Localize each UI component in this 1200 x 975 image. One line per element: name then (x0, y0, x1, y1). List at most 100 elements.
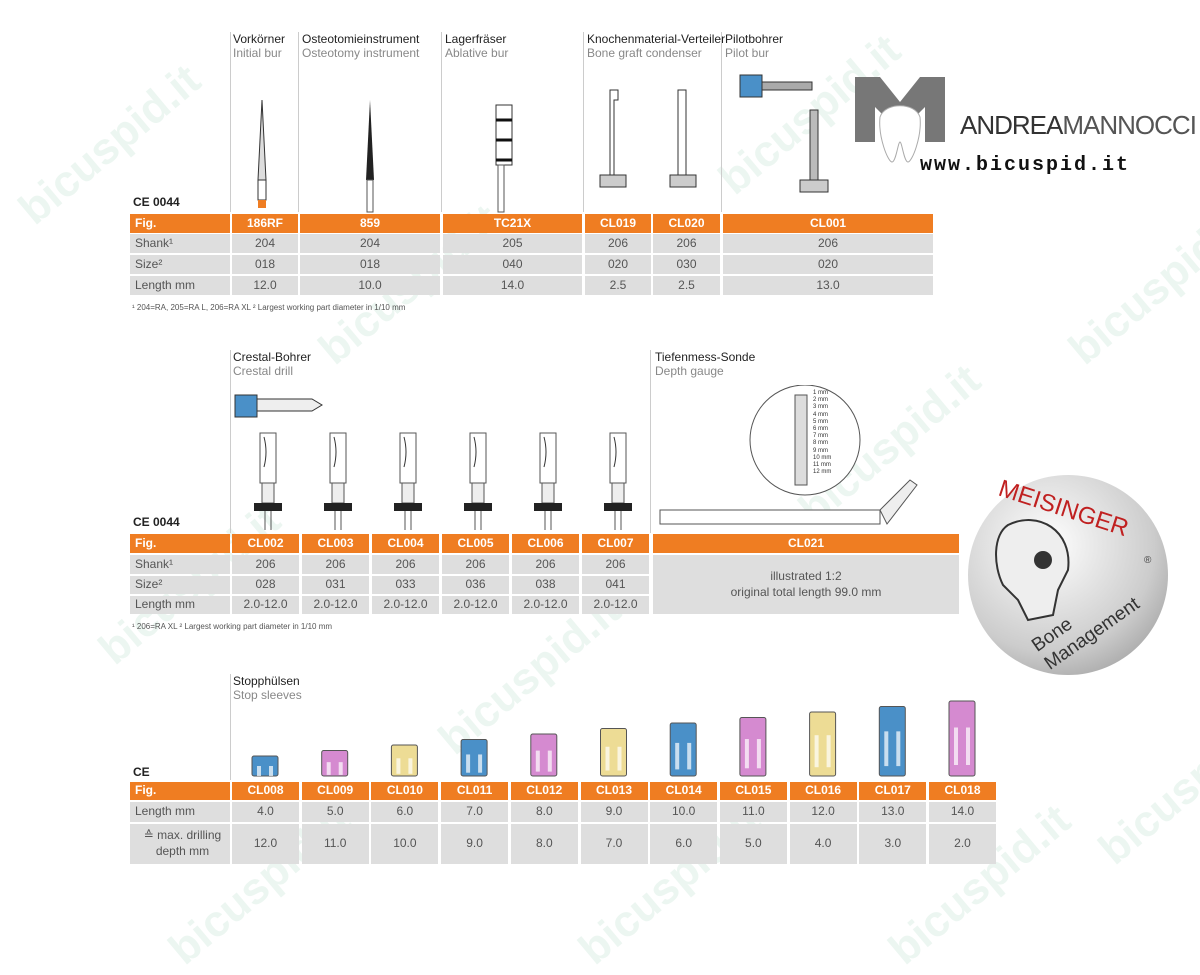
fig-cell: CL014 (650, 782, 718, 800)
header-de: Lagerfräser (445, 32, 507, 46)
registered-mark: ® (1144, 555, 1152, 566)
row-label: Fig. (130, 214, 230, 233)
instrument-illustrations-top (257, 74, 829, 213)
table-cell: 205 (443, 234, 582, 253)
ce-mark: CE 0044 (133, 195, 180, 209)
stop-sleeve-illustrations (251, 700, 976, 777)
stop-sleeve-image (390, 744, 418, 777)
fig-cell: 859 (300, 214, 440, 233)
table-cell: 2.0-12.0 (512, 596, 579, 614)
row-label: Fig. (130, 534, 230, 553)
table-cell: 206 (582, 555, 649, 574)
table-cell: 6.0 (371, 802, 439, 822)
table-cell: 2.5 (585, 276, 651, 295)
watermark-text: bicuspid.it (879, 795, 1080, 975)
header-de: Tiefenmess-Sonde (655, 350, 756, 364)
stop-sleeve-image (878, 706, 906, 777)
table-cell: 2.0-12.0 (302, 596, 369, 614)
watermark-text: bicuspid.it (569, 795, 770, 975)
fig-cell: TC21X (443, 214, 582, 233)
table-cell: 11.0 (301, 824, 369, 864)
scale-label: 4 mm (813, 411, 828, 418)
header-de: Osteotomieinstrument (302, 32, 420, 46)
table-cell: 12.0 (232, 276, 298, 295)
header-de: Knochenmaterial-Verteiler (587, 32, 726, 46)
watermark-text: bicuspid.it (9, 55, 210, 235)
table-cell: 5.0 (719, 824, 787, 864)
watermark-text: bicuspid.it (1059, 195, 1200, 375)
table-cell: 3.0 (859, 824, 927, 864)
table-cell: 206 (585, 234, 651, 253)
fig-cell: CL015 (719, 782, 787, 800)
table-cell: 8.0 (510, 802, 578, 822)
stop-sleeve-image (600, 728, 627, 777)
fig-cell: CL007 (582, 534, 649, 553)
table-cell: 7.0 (441, 802, 509, 822)
fig-cell: CL002 (232, 534, 299, 553)
scale-label: 5 mm (813, 418, 828, 425)
table-cell: 14.0 (929, 802, 996, 822)
stop-sleeve-image (321, 750, 349, 777)
crestal-drill-image (324, 432, 352, 530)
fig-cell: CL001 (723, 214, 933, 233)
row-label: Fig. (130, 782, 230, 800)
row-label: Shank¹ (130, 234, 230, 253)
table-cell: 036 (442, 576, 509, 594)
scale-label: 3 mm (813, 404, 828, 411)
scale-label: 12 mm (813, 469, 832, 476)
watermark-text: bicuspid.it (1089, 695, 1200, 875)
scale-label: 8 mm (813, 440, 828, 447)
scale-label: 1 mm (813, 390, 828, 396)
fig-cell: CL009 (301, 782, 369, 800)
fig-cell: CL011 (441, 782, 509, 800)
fig-cell: CL010 (371, 782, 439, 800)
watermark-text: bicuspid.it (159, 795, 360, 975)
table-cell: 2.0-12.0 (442, 596, 509, 614)
depth-gauge-image (659, 385, 918, 525)
fig-cell: CL019 (585, 214, 651, 233)
stop-sleeve-image (530, 733, 558, 777)
table-cell: 030 (653, 255, 720, 274)
table-cell: 14.0 (443, 276, 582, 295)
header-de: Vorkörner (233, 32, 286, 46)
row-label: Size² (130, 576, 230, 594)
fig-cell: CL020 (653, 214, 720, 233)
stop-sleeve-image (739, 717, 767, 777)
scale-label: 6 mm (813, 426, 828, 433)
crestal-drill-detail-image (234, 394, 323, 418)
skull-icon (995, 519, 1070, 622)
ce-mark: CE (133, 765, 150, 779)
table-cell: 204 (232, 234, 298, 253)
row-label: Shank¹ (130, 555, 230, 574)
footnote: ¹ 206=RA XL ² Largest working part diame… (132, 622, 333, 631)
table-cell: 206 (232, 555, 299, 574)
table-cell: 12.0 (232, 824, 299, 864)
table-cell: 031 (302, 576, 369, 594)
fig-cell: CL008 (232, 782, 299, 800)
gauge-note-2: original total length 99.0 mm (730, 584, 882, 599)
stop-sleeve-image (669, 722, 697, 777)
tooth-logo-icon (855, 77, 945, 163)
table-cell: 10.0 (371, 824, 439, 864)
table-cell: 10.0 (650, 802, 718, 822)
table-cell: 5.0 (301, 802, 369, 822)
table-cell: 9.0 (580, 802, 648, 822)
table-cell: 2.5 (653, 276, 720, 295)
header-en: Pilot bur (725, 46, 770, 60)
scale-label: 10 mm (813, 454, 832, 461)
table-cell: 2.0-12.0 (232, 596, 299, 614)
header-de: Stopphülsen (233, 674, 300, 688)
scale-label: 9 mm (813, 447, 828, 454)
fig-cell: CL017 (859, 782, 927, 800)
table-cell: 6.0 (650, 824, 718, 864)
logo-first-name: ANDREA (960, 110, 1063, 140)
scale-label: 11 mm (813, 462, 831, 469)
condenser-image (599, 89, 697, 188)
ce-mark: CE 0044 (133, 515, 180, 529)
header-de: Crestal-Bohrer (233, 350, 312, 364)
logo-last-name: MANNOCCI (1062, 110, 1197, 140)
crestal-drill-illustrations (234, 394, 632, 530)
table-cell: 206 (512, 555, 579, 574)
stop-sleeve-image (460, 739, 488, 777)
crestal-drill-image (464, 432, 492, 530)
